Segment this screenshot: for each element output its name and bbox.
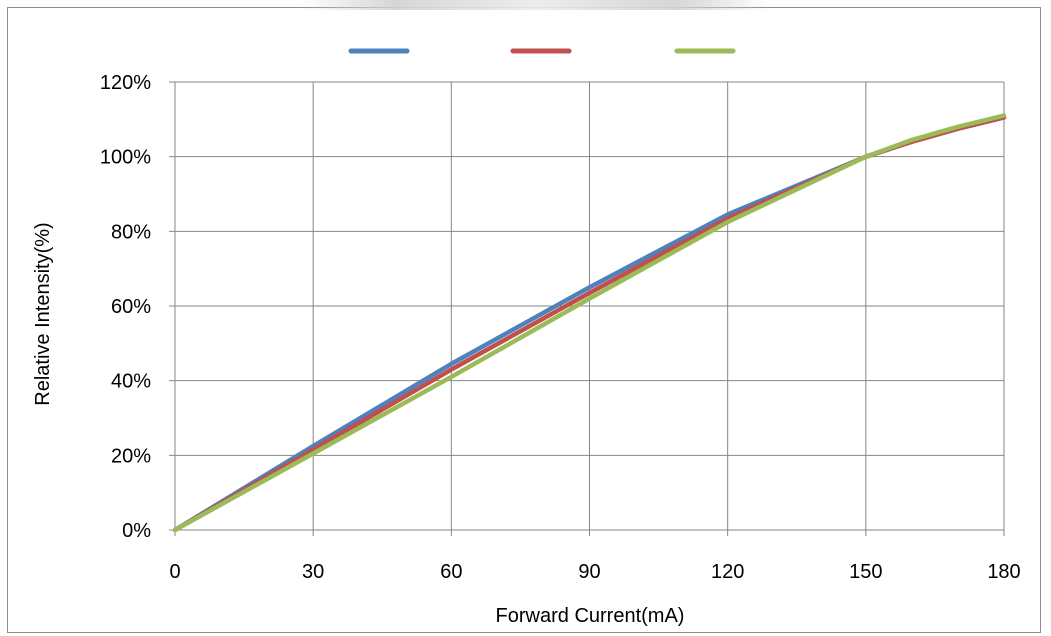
x-tick-labels: 0 30 60 90 120 150 180 <box>169 561 1020 583</box>
y-tick-label: 20% <box>111 445 151 467</box>
x-tick-label: 60 <box>440 561 462 583</box>
y-tick-label: 40% <box>111 371 151 393</box>
x-axis-title: Forward Current(mA) <box>496 605 685 627</box>
series-line-3 <box>172 113 1007 533</box>
x-tick-label: 180 <box>987 561 1020 583</box>
y-tick-labels: 0% 20% 40% 60% 80% 100% 120% <box>100 72 151 542</box>
x-tick-label: 90 <box>578 561 600 583</box>
x-tick-label: 30 <box>302 561 324 583</box>
y-tick-label: 0% <box>122 520 151 542</box>
series-lines <box>172 113 1007 533</box>
y-tick-label: 100% <box>100 147 151 169</box>
x-tick-label: 0 <box>169 561 180 583</box>
y-tick-label: 120% <box>100 72 151 94</box>
x-tick-label: 150 <box>849 561 882 583</box>
x-tick-label: 120 <box>711 561 744 583</box>
y-tick-label: 80% <box>111 221 151 243</box>
header-decoration <box>300 0 770 10</box>
y-axis-title: Relative Intensity(%) <box>32 222 54 405</box>
y-tick-label: 60% <box>111 296 151 318</box>
